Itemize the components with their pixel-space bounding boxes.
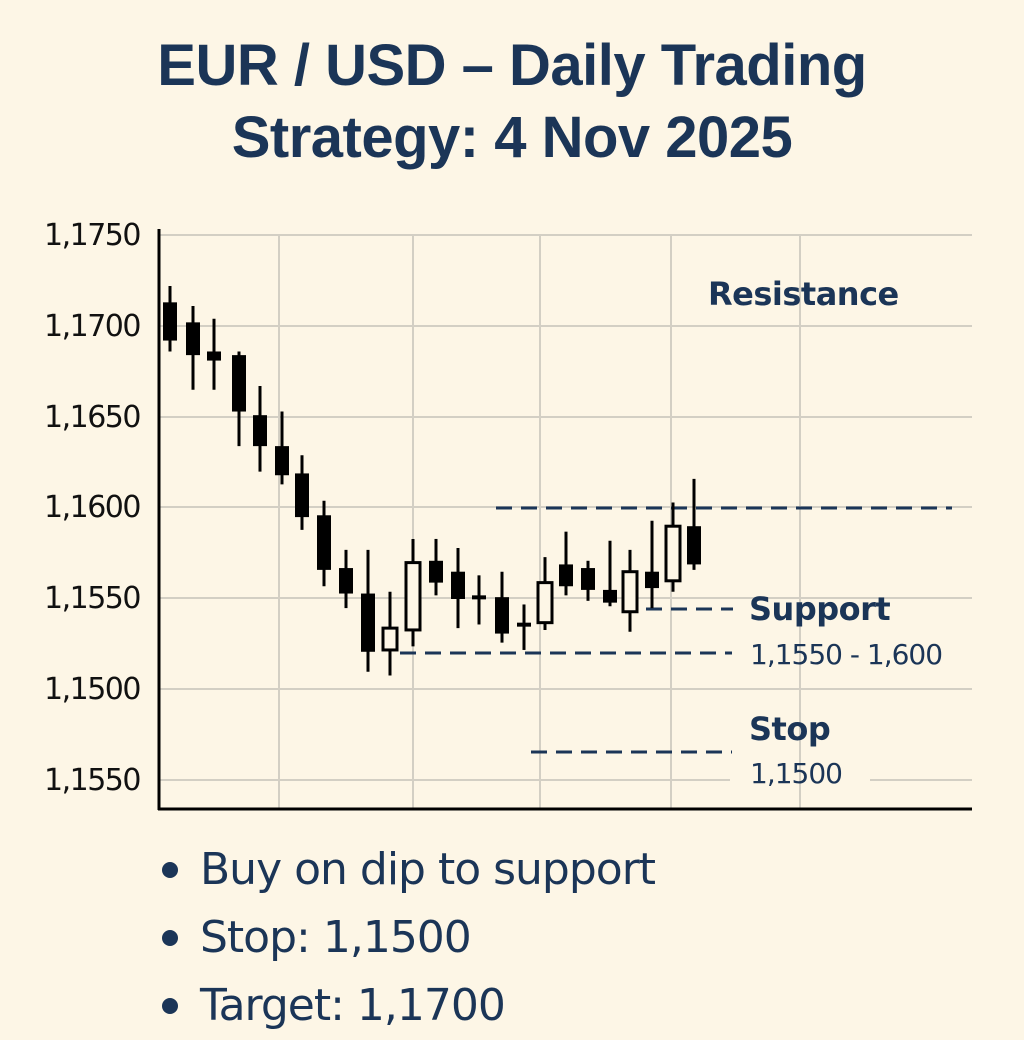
candle bbox=[559, 531, 573, 596]
candle bbox=[207, 318, 221, 390]
support-label: Support bbox=[749, 590, 891, 628]
chart-title: EUR / USD – Daily Trading Strategy: 4 No… bbox=[0, 30, 1024, 174]
support-range-label: 1,1550 - 1,600 bbox=[750, 638, 943, 671]
y-tick-label: 1,1700 bbox=[44, 309, 141, 344]
level-lines bbox=[400, 506, 952, 754]
y-tick-label: 1,1550 bbox=[44, 763, 141, 798]
candles bbox=[163, 285, 701, 676]
y-tick-label: 1,1500 bbox=[44, 672, 141, 707]
title-line-2: Strategy: 4 Nov 2025 bbox=[231, 105, 793, 170]
title-line-1: EUR / USD – Daily Trading bbox=[157, 33, 867, 98]
candle bbox=[472, 575, 486, 625]
bullet-item: Buy on dip to support bbox=[160, 836, 656, 904]
candle bbox=[495, 571, 509, 643]
y-tick-label: 1,1650 bbox=[44, 400, 141, 435]
candle bbox=[275, 411, 289, 485]
candle bbox=[581, 560, 595, 601]
bullet-icon bbox=[162, 998, 178, 1014]
candle bbox=[253, 386, 267, 472]
candle bbox=[317, 500, 331, 587]
bullet-item: Stop: 1,1500 bbox=[160, 904, 655, 972]
candle bbox=[664, 502, 682, 592]
candle bbox=[536, 557, 554, 630]
candle bbox=[339, 549, 353, 609]
candle bbox=[517, 604, 531, 650]
candle bbox=[451, 548, 465, 629]
candle bbox=[381, 591, 399, 676]
bullet-icon bbox=[162, 930, 178, 946]
stop-value-label: 1,1500 bbox=[750, 757, 843, 790]
candle bbox=[645, 520, 659, 609]
candle bbox=[687, 478, 701, 570]
strategy-bullets: Buy on dip to support Stop: 1,1500 Targe… bbox=[160, 836, 656, 1040]
candle bbox=[361, 549, 375, 672]
candle bbox=[429, 538, 443, 596]
y-tick-label: 1,1600 bbox=[44, 490, 141, 525]
candle bbox=[404, 538, 422, 647]
bullet-icon bbox=[162, 862, 178, 878]
bullet-item: Target: 1,1700 bbox=[160, 972, 655, 1040]
candle bbox=[603, 540, 617, 607]
candle bbox=[186, 305, 200, 390]
grid bbox=[160, 234, 972, 808]
candle bbox=[621, 549, 639, 632]
candle bbox=[232, 351, 246, 447]
stop-label: Stop bbox=[749, 710, 831, 748]
candle bbox=[163, 285, 177, 352]
y-tick-label: 1,1550 bbox=[44, 581, 141, 616]
resistance-label: Resistance bbox=[708, 275, 899, 313]
y-tick-label: 1,1750 bbox=[44, 218, 141, 253]
candle bbox=[295, 455, 309, 530]
